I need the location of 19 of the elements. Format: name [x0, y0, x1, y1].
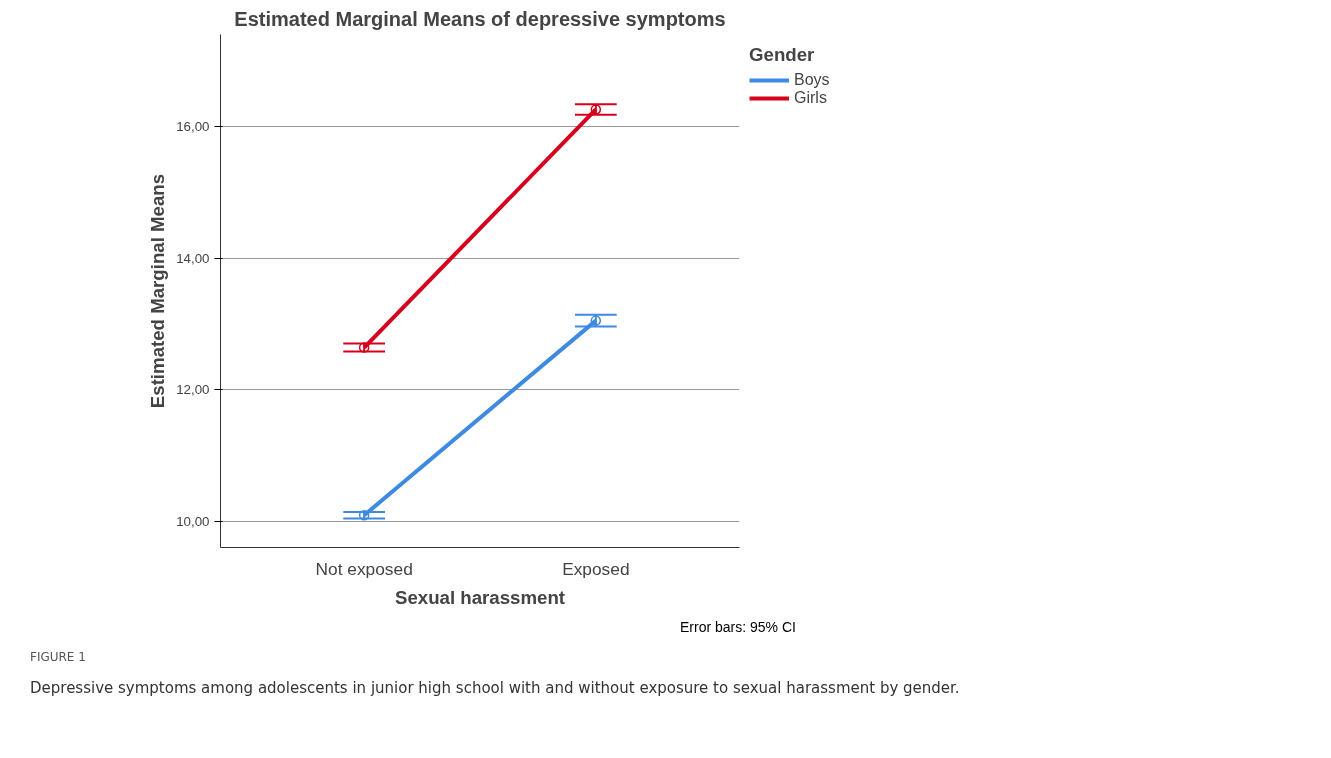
- y-tick-label: 14,00: [176, 250, 210, 266]
- chart-title: Estimated Marginal Means of depressive symptoms: [234, 7, 726, 30]
- y-tick-label: 10,00: [176, 513, 210, 529]
- x-axis-title: Sexual harassment: [394, 586, 566, 608]
- text: Depressive symptoms among adolescents in junior high school with and without exposure to sexual harassment by gender.: [30, 678, 960, 700]
- y-axis-title: Estimated Marginal Means: [147, 173, 169, 409]
- y-tick-label: 12,00: [176, 382, 210, 398]
- text: Error bars: 95% CI: [680, 618, 796, 637]
- x-tick-label: Exposed: [562, 558, 630, 579]
- point: [358, 342, 370, 353]
- legend-label: Girls: [794, 89, 827, 107]
- y-tick-label: 16,00: [176, 119, 210, 135]
- x-tick-label: Not exposed: [315, 558, 413, 579]
- point: [358, 510, 370, 521]
- legend-label: Boys: [794, 71, 830, 89]
- point: [590, 104, 602, 115]
- caption: FIGURE 1: [30, 649, 86, 666]
- point: [590, 315, 602, 326]
- legend-title: Gender: [749, 44, 816, 66]
